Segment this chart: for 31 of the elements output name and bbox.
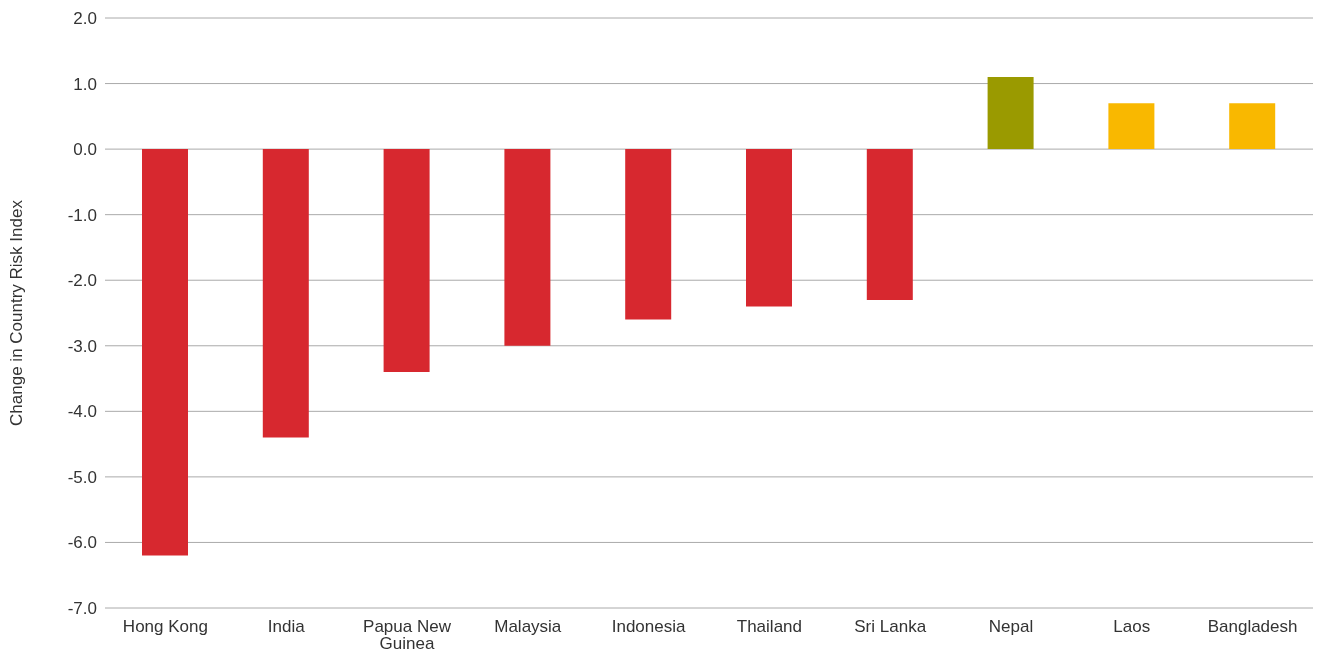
y-tick-label: -6.0 xyxy=(67,533,97,553)
bar xyxy=(1229,103,1276,150)
y-tick-label: 0.0 xyxy=(73,140,97,160)
bar xyxy=(262,149,309,438)
bar xyxy=(504,149,551,346)
bar xyxy=(987,77,1034,150)
bar xyxy=(746,149,792,307)
x-tick-label: Malaysia xyxy=(494,617,562,637)
y-tick-label: 2.0 xyxy=(73,9,97,29)
x-tick-label: Hong Kong xyxy=(122,617,208,637)
x-tick-label: Sri Lanka xyxy=(854,617,927,637)
y-tick-label: -5.0 xyxy=(67,467,97,487)
bar xyxy=(383,149,430,372)
y-tick-label: -1.0 xyxy=(67,205,97,225)
y-tick-label: 1.0 xyxy=(73,74,97,94)
bar xyxy=(142,149,188,556)
y-tick-label: -4.0 xyxy=(67,402,97,422)
bar xyxy=(866,149,913,300)
x-tick-label: India xyxy=(267,617,306,637)
y-tick-label: -2.0 xyxy=(67,271,97,291)
y-tick-label: -3.0 xyxy=(67,336,97,356)
x-tick-label: Thailand xyxy=(736,617,803,637)
x-tick-label: Bangladesh xyxy=(1207,617,1298,637)
x-tick-label: Laos xyxy=(1113,617,1151,637)
x-tick-label: Papua New Guinea xyxy=(363,617,452,654)
y-axis-title: Change in Country Risk Index xyxy=(7,199,27,426)
y-tick-label: -7.0 xyxy=(67,599,97,619)
bar xyxy=(625,149,672,320)
x-tick-label: Indonesia xyxy=(611,617,687,637)
x-tick-label: Nepal xyxy=(988,617,1034,637)
bar xyxy=(1108,103,1155,150)
